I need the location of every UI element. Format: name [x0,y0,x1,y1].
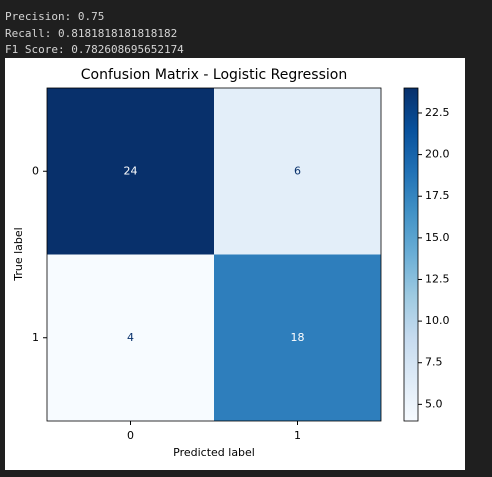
output-line: F1 Score: 0.782608695652174 [5,43,184,56]
chart-title: Confusion Matrix - Logistic Regression [81,67,347,83]
cell-label: 18 [291,331,305,344]
y-axis-label: True label [12,227,25,281]
colorbar-tick-label: 17.5 [425,189,450,202]
colorbar-tick-label: 10.0 [425,314,450,327]
output-line: Recall: 0.8181818181818182 [5,27,178,40]
colorbar-tick-label: 5.0 [425,397,443,410]
colorbar-tick-label: 12.5 [425,272,450,285]
cell [214,88,381,255]
colorbar [403,87,419,422]
colorbar-tick-label: 22.5 [425,106,450,119]
colorbar-tick-label: 20.0 [425,148,450,161]
cell-label: 6 [294,164,301,177]
colorbar-tick-label: 7.5 [425,356,443,369]
y-tick-label: 0 [32,164,39,177]
y-tick-label: 1 [32,331,39,344]
plot-frame [46,87,382,422]
x-tick-label: 0 [127,429,134,442]
output-line: Precision: 0.75 [5,10,105,23]
x-axis-label: Predicted label [173,446,255,459]
colorbar-tick-label: 15.0 [425,231,450,244]
cell [47,254,214,421]
cell [214,254,381,421]
cell-label: 4 [127,331,134,344]
cell [47,88,214,255]
x-tick-label: 1 [294,429,301,442]
cell-label: 24 [124,164,138,177]
